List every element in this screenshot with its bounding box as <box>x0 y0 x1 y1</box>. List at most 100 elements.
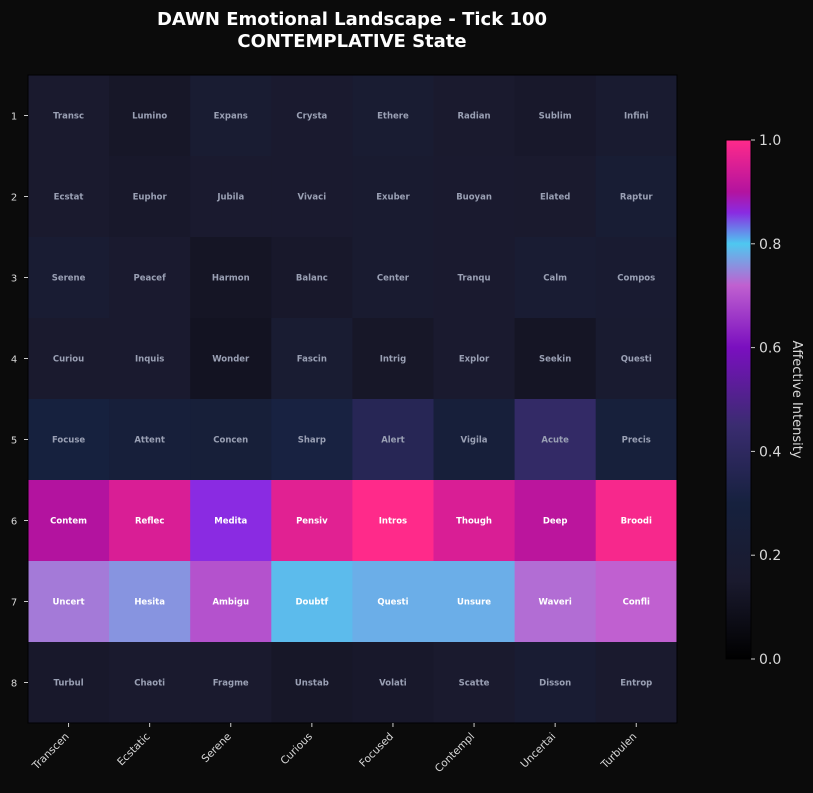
y-tick-label: 2 <box>11 193 17 204</box>
cell-label: Entrop <box>620 679 652 689</box>
heatmap-cell <box>109 480 191 562</box>
cell-label: Expans <box>214 112 248 122</box>
heatmap-cell <box>595 237 678 319</box>
cell-label: Alert <box>381 436 405 446</box>
cell-label: Fragme <box>213 679 249 689</box>
y-tick-label: 5 <box>11 436 17 447</box>
heatmap-cell <box>271 399 353 481</box>
cell-label: Ambigu <box>212 598 249 608</box>
x-tick-label: Turbulen <box>598 731 639 772</box>
cell-label: Inquis <box>135 355 164 365</box>
heatmap-cell <box>514 642 597 724</box>
chart-subtitle: CONTEMPLATIVE State <box>237 31 466 52</box>
cell-label: Doubtf <box>295 598 328 608</box>
heatmap-cell <box>271 156 353 238</box>
cell-label: Ecstat <box>54 193 84 203</box>
cell-label: Buoyan <box>456 193 492 203</box>
cell-label: Disson <box>539 679 571 689</box>
heatmap-cell <box>433 156 516 238</box>
x-tick-label: Transcen <box>29 731 71 773</box>
cell-label: Elated <box>540 193 570 203</box>
cell-label: Lumino <box>132 112 167 122</box>
heatmap-cell <box>190 156 272 238</box>
heatmap-cell <box>109 642 191 724</box>
colorbar-tick-label: 0.2 <box>759 548 781 564</box>
cell-label: Transc <box>53 112 84 122</box>
cell-label: Broodi <box>621 517 652 527</box>
heatmap-cell <box>271 237 353 319</box>
cell-label: Scatte <box>459 679 490 689</box>
heatmap-cell <box>28 237 110 319</box>
x-axis: Transcen Ecstatic Serene Curious Focused Cont… <box>29 723 639 775</box>
cell-label: Unsure <box>457 598 491 608</box>
heatmap-cell <box>514 156 597 238</box>
heatmap-cell <box>271 318 353 400</box>
cell-label: Vivaci <box>298 193 327 203</box>
heatmap-cell <box>352 561 435 643</box>
cell-label: Attent <box>134 436 165 446</box>
heatmap-cell <box>514 318 597 400</box>
cell-label: Jubila <box>216 193 244 203</box>
cell-label: Ethere <box>377 112 409 122</box>
cell-label: Questi <box>621 355 652 365</box>
cell-label: Uncert <box>53 598 85 608</box>
heatmap-cell <box>271 561 353 643</box>
heatmap-cell <box>352 75 435 157</box>
heatmap-cell <box>352 156 435 238</box>
cell-label: Serene <box>52 274 86 284</box>
cell-label: Calm <box>543 274 567 284</box>
cell-label: Waveri <box>539 598 572 608</box>
cell-label: Unstab <box>295 679 329 689</box>
cell-label: Medita <box>214 517 247 527</box>
cell-label: Crysta <box>296 112 327 122</box>
colorbar-label: Affective Intensity <box>789 340 804 458</box>
cell-label: Seekin <box>539 355 571 365</box>
heatmap-cell <box>190 399 272 481</box>
cell-label: Tranqu <box>458 274 491 284</box>
heatmap-cell <box>190 642 272 724</box>
cell-label: Concen <box>213 436 248 446</box>
y-axis: 1 2 3 4 5 6 7 8 <box>11 112 28 690</box>
cell-label: Though <box>456 517 492 527</box>
cell-label: Confli <box>623 598 650 608</box>
heatmap-cell <box>514 237 597 319</box>
heatmap-cell <box>514 480 597 562</box>
heatmap-cell <box>109 399 191 481</box>
heatmap-cell <box>28 318 110 400</box>
heatmap-cell <box>433 480 516 562</box>
colorbar-tick-label: 1.0 <box>759 133 781 149</box>
heatmap-cell <box>271 75 353 157</box>
y-tick-label: 6 <box>11 517 17 528</box>
x-tick-label: Uncertai <box>518 731 558 771</box>
cell-label: Exuber <box>376 193 410 203</box>
cell-label: Raptur <box>620 193 653 203</box>
heatmap-cell <box>433 237 516 319</box>
heatmap-cell <box>514 399 597 481</box>
heatmap-cell <box>352 642 435 724</box>
heatmap-cell <box>433 399 516 481</box>
heatmap-cell <box>433 318 516 400</box>
heatmap-cell <box>271 480 353 562</box>
chart-title: DAWN Emotional Landscape - Tick 100 <box>157 9 547 30</box>
heatmap-cell <box>28 561 110 643</box>
heatmap-cell <box>433 75 516 157</box>
heatmap-cell <box>514 75 597 157</box>
heatmap-cell <box>595 318 678 400</box>
cell-label: Hesita <box>134 598 165 608</box>
heatmap-cell <box>28 75 110 157</box>
colorbar-tick-label: 0.8 <box>759 237 781 253</box>
heatmap-cell <box>352 318 435 400</box>
cell-label: Reflec <box>135 517 164 527</box>
cell-label: Pensiv <box>296 517 328 527</box>
cell-label: Peacef <box>134 274 167 284</box>
cell-label: Deep <box>543 517 568 527</box>
colorbar-tick-label: 0.4 <box>759 444 781 460</box>
heatmap-cell <box>190 75 272 157</box>
heatmap-frame <box>27 74 678 724</box>
cell-label: Acute <box>541 436 569 446</box>
cell-label: Harmon <box>212 274 250 284</box>
y-tick-label: 8 <box>11 679 17 690</box>
cell-label: Volati <box>379 679 407 689</box>
heatmap-cell <box>190 480 272 562</box>
x-tick-label: Ecstatic <box>115 730 153 768</box>
